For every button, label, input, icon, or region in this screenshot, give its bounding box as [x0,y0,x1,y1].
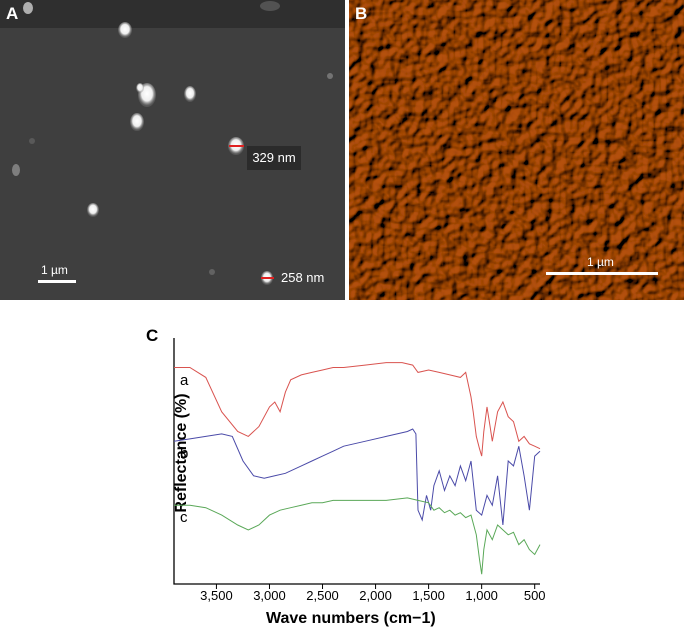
particle [87,203,99,217]
x-axis-label: Wave numbers (cm−1) [266,610,436,627]
scale-bar-label: 1 µm [41,263,68,277]
scale-bar [38,280,76,283]
x-tick-label: 1,500 [412,588,445,603]
ftir-chart [173,338,541,589]
x-tick-label: 2,000 [359,588,392,603]
size-label-329: 329 nm [247,146,301,170]
panel-c-letter: C [146,326,159,345]
series-label-c: c [180,509,188,527]
particle [209,269,215,275]
panel-a-letter: A [6,4,19,23]
series-label-b: b [180,445,189,463]
series-line-b [173,428,541,526]
particle [118,22,132,38]
afm-surface [349,0,684,300]
series-label-a: a [180,371,189,389]
particle [12,164,20,176]
ftir-chart-panel: C Reflectance (%) 3,500 3,000 2,500 2,000 1,… [140,322,684,628]
particle [327,73,333,79]
scale-bar [546,272,658,275]
particle [184,86,196,102]
x-tick-label: 500 [523,588,546,603]
panel-b-letter: B [355,4,368,23]
particle [260,1,280,11]
size-label-258: 258 nm [281,270,325,285]
afm-image-panel: B 1 µm [349,0,684,300]
particle [130,113,144,131]
axes [173,338,540,585]
particle [29,138,35,144]
sem-particles [12,1,333,285]
series-line-c [174,497,541,575]
series-line-a [174,362,541,457]
afm-texture [349,0,684,300]
scale-bar-label: 1 µm [587,255,614,269]
particle [23,2,33,14]
sem-micrograph-panel: A 329 nm 258 nm 1 µm [0,0,345,300]
sem-top-band [0,0,345,28]
x-tick-label: 2,500 [306,588,339,603]
x-tick-label: 1,000 [465,588,498,603]
x-tick-label: 3,000 [253,588,286,603]
x-tick-label: 3,500 [200,588,233,603]
particle [136,83,144,93]
